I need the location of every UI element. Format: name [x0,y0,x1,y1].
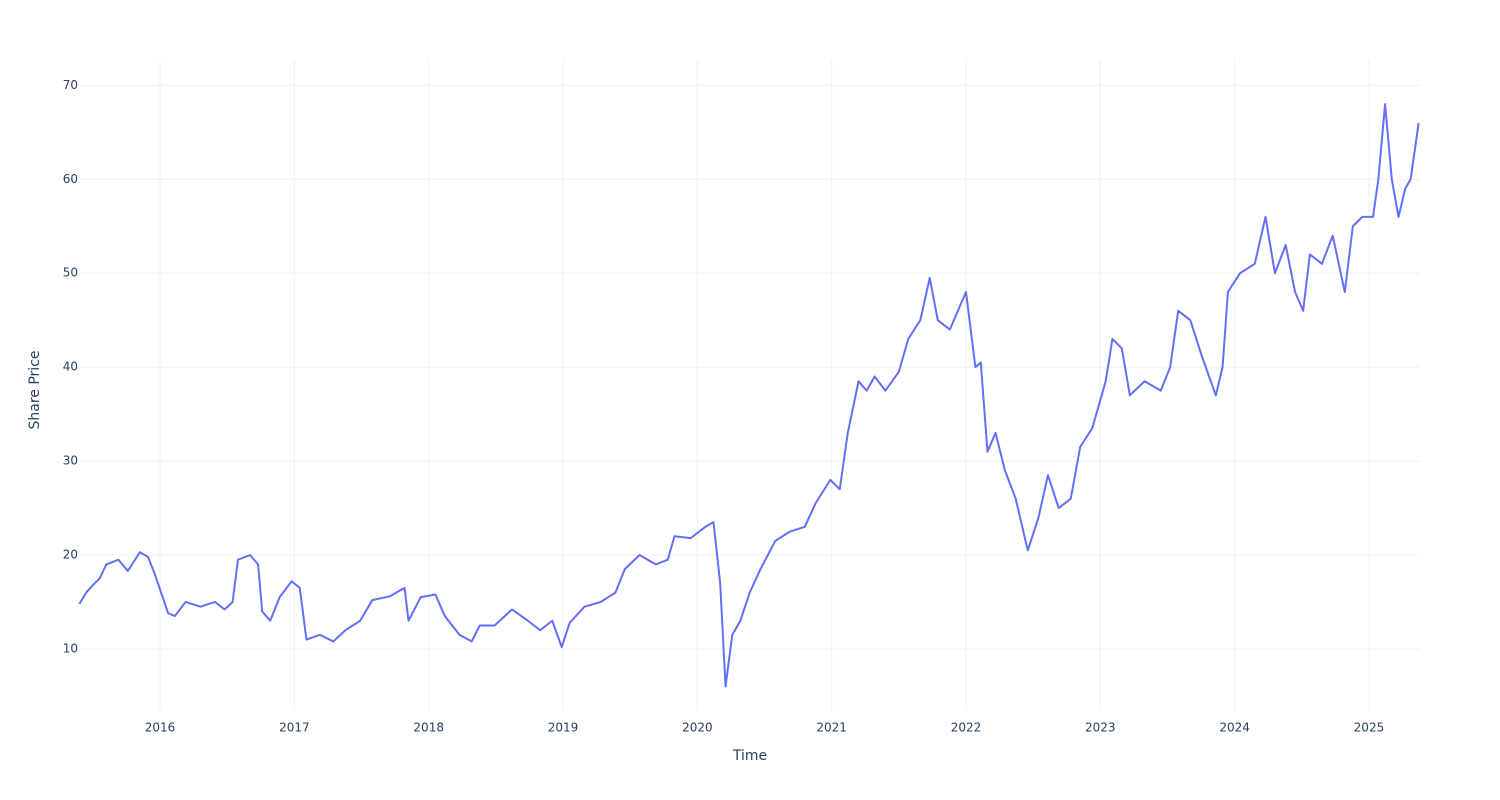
x-tick-label: 2021 [816,721,847,735]
x-tick-label: 2016 [145,721,176,735]
x-tick-label: 2022 [951,721,982,735]
x-tick-label: 2023 [1085,721,1116,735]
y-tick-label: 60 [63,172,78,186]
x-tick-label: 2024 [1219,721,1250,735]
price-line [78,103,1420,688]
x-tick-label: 2019 [548,721,579,735]
x-tick-label: 2025 [1354,721,1385,735]
y-tick-label: 30 [63,454,78,468]
y-tick-label: 10 [63,641,78,655]
grid [80,60,1420,710]
x-tick-label: 2020 [682,721,713,735]
y-axis-title: Share Price [27,350,43,429]
y-tick-label: 70 [63,78,78,92]
x-tick-label: 2018 [413,721,444,735]
y-tick-label: 20 [63,548,78,562]
x-tick-label: 2017 [279,721,310,735]
y-tick-label: 40 [63,360,78,374]
y-tick-label: 50 [63,266,78,280]
x-axis-title: Time [732,748,767,764]
